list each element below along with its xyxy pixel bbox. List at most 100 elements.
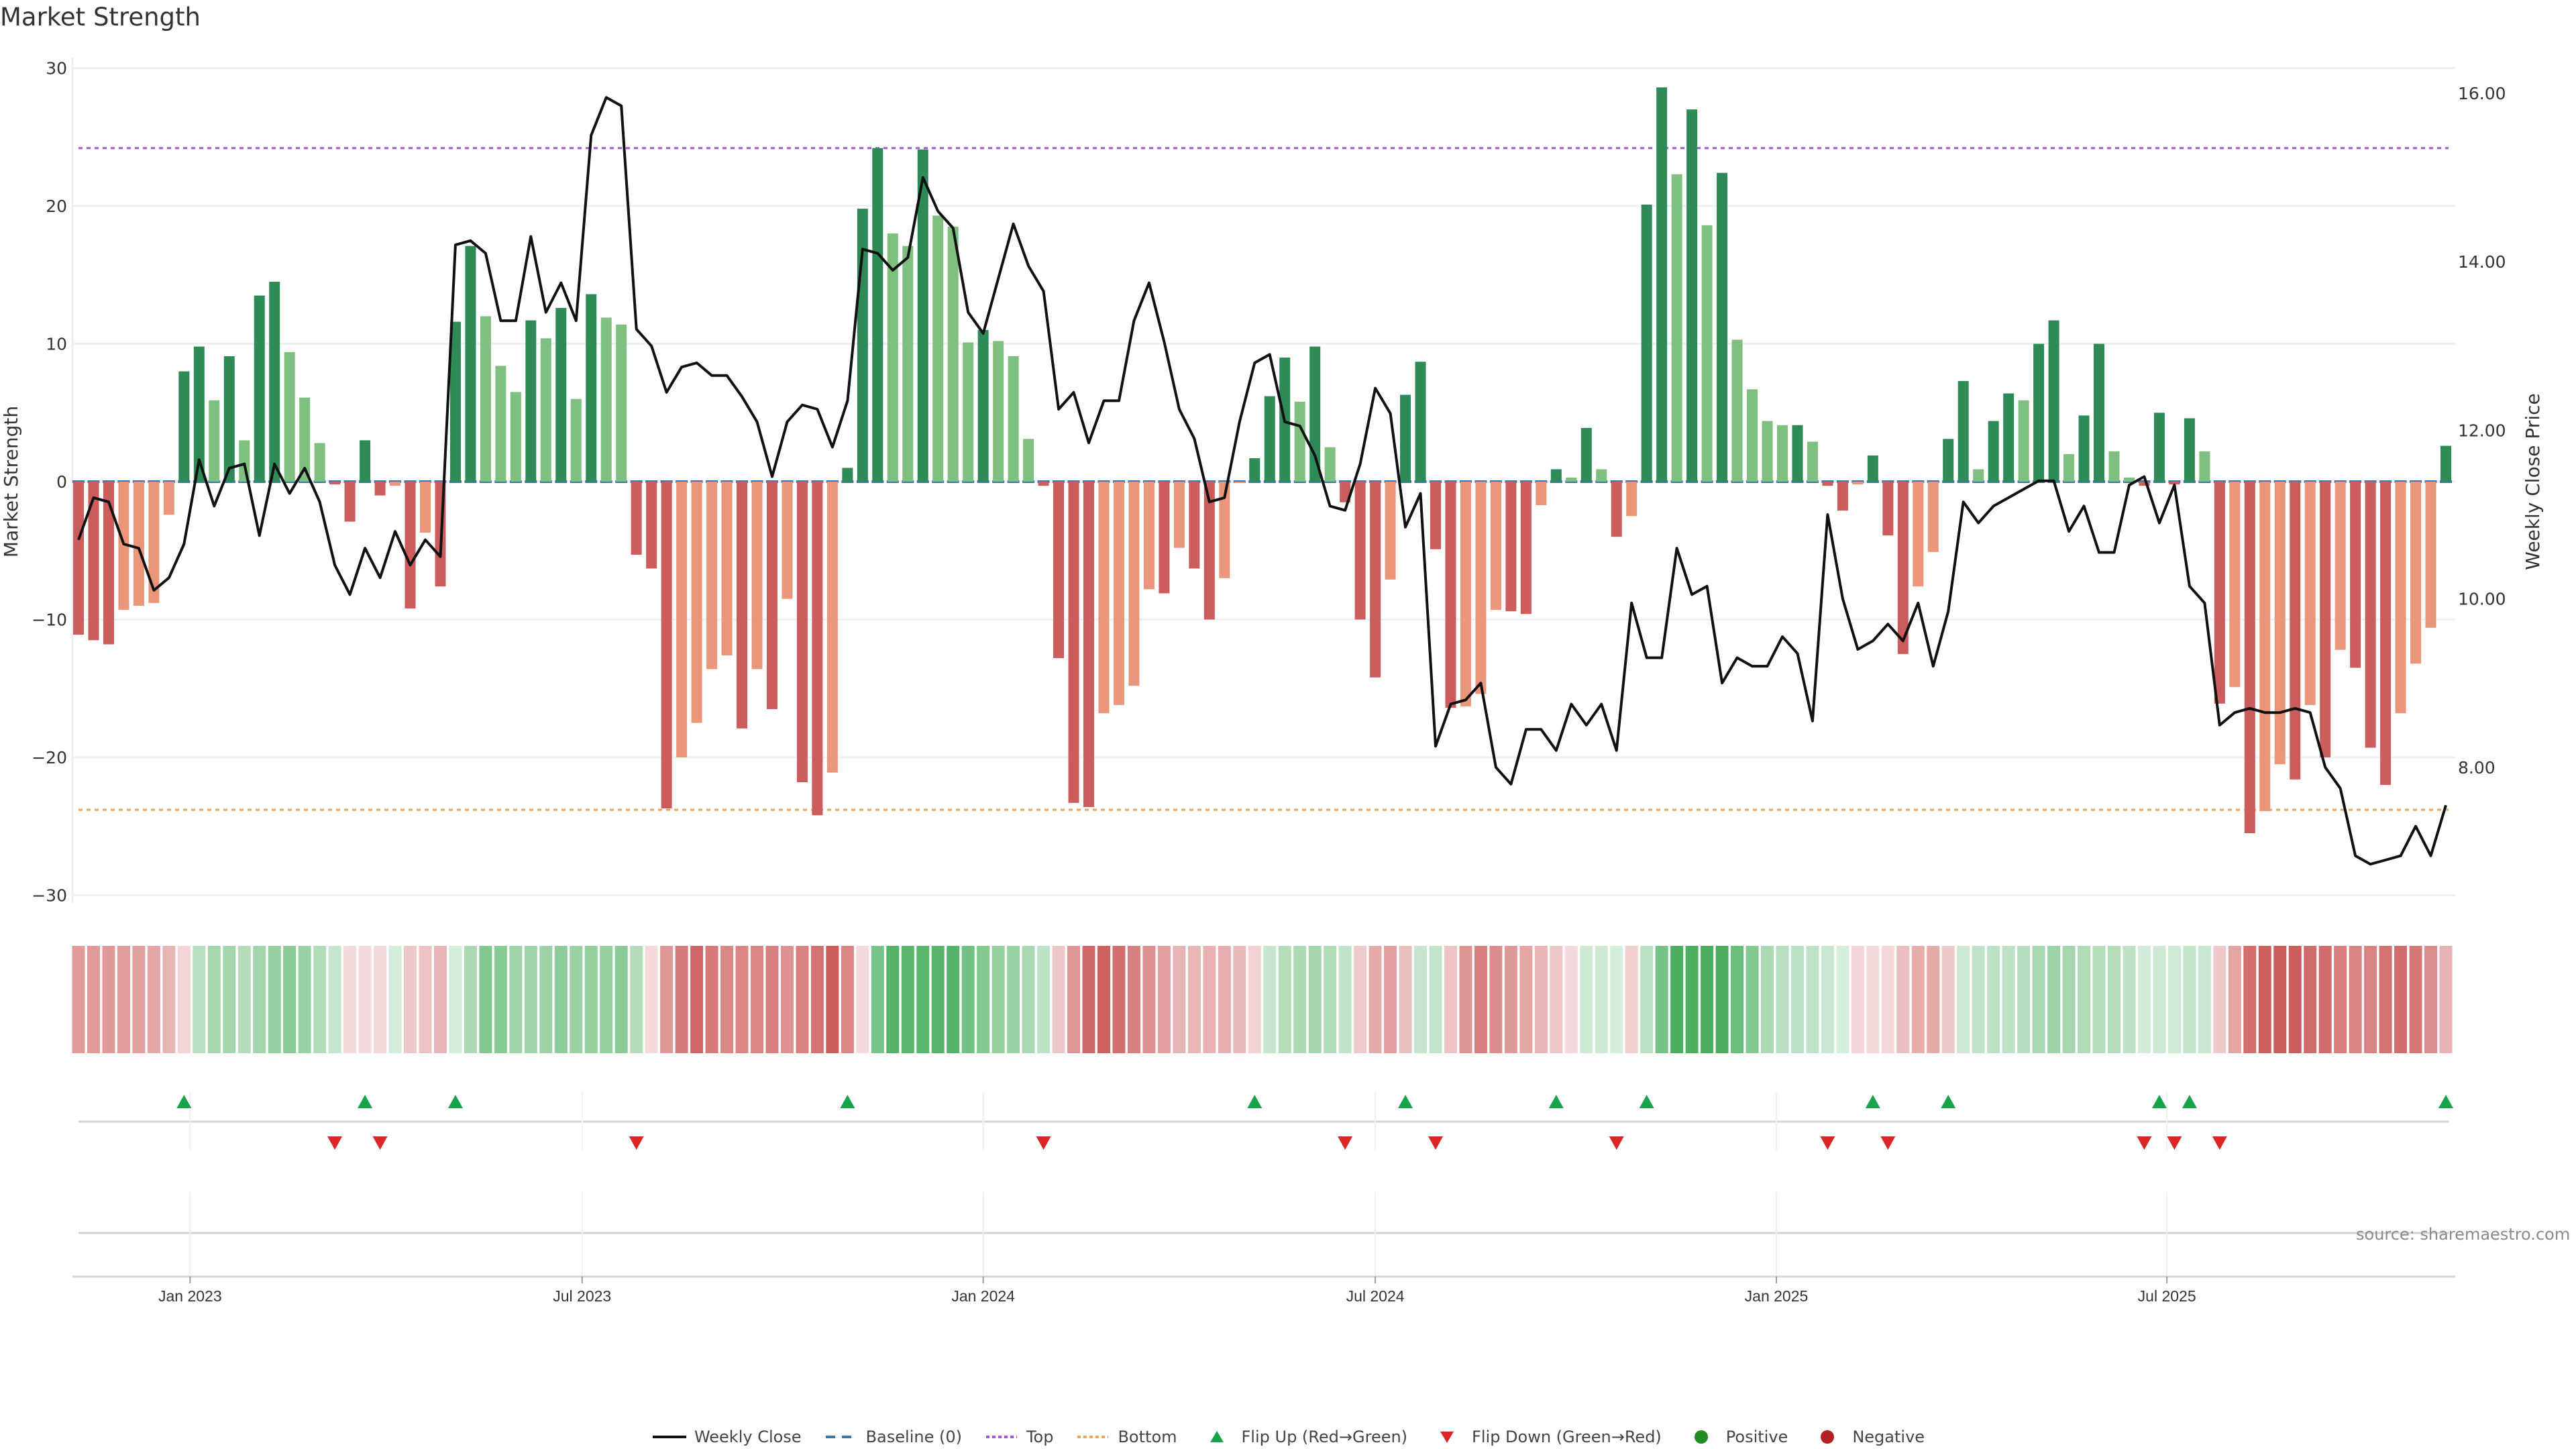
heatmap-cell xyxy=(2228,946,2241,1053)
strength-bar xyxy=(1611,482,1622,537)
legend-item-flip-down[interactable]: Flip Down (Green→Red) xyxy=(1429,1428,1662,1446)
heatmap-cell xyxy=(1354,946,1367,1053)
heatmap-cell xyxy=(1731,946,1744,1053)
heatmap-cell xyxy=(2062,946,2076,1053)
heatmap-cell xyxy=(1957,946,1970,1053)
strength-bar xyxy=(163,482,174,515)
x-tick-label: Jul 2025 xyxy=(2138,1287,2196,1305)
strength-bar xyxy=(178,371,190,482)
strength-bar xyxy=(1385,482,1396,580)
strength-bar xyxy=(2063,453,2075,482)
x-tick-label: Jan 2024 xyxy=(951,1287,1015,1305)
heatmap-cell xyxy=(1007,946,1020,1053)
strength-bar xyxy=(1415,362,1426,482)
legend-item-top[interactable]: Top xyxy=(983,1428,1054,1446)
strength-bar xyxy=(2078,415,2090,482)
weekly-close-line xyxy=(77,96,2447,866)
heatmap-cell xyxy=(1625,946,1638,1053)
heatmap-cell xyxy=(1444,946,1457,1053)
heatmap-cell xyxy=(1866,946,1880,1053)
legend-item-flip-up[interactable]: Flip Up (Red→Green) xyxy=(1199,1428,1407,1446)
strength-bar xyxy=(1234,482,1245,484)
strength-bar xyxy=(1340,482,1351,502)
chart-title: Market Strength xyxy=(0,3,201,32)
flip-up-marker xyxy=(2182,1095,2197,1108)
legend-item-positive[interactable]: Positive xyxy=(1683,1428,1788,1446)
strength-bar xyxy=(721,482,733,655)
heatmap-cell xyxy=(433,946,447,1053)
legend-label: Top xyxy=(1026,1428,1054,1446)
flip-down-marker xyxy=(2167,1136,2182,1150)
strength-bar xyxy=(1159,482,1170,594)
heatmap-cell xyxy=(147,946,160,1053)
strength-bar xyxy=(1626,482,1638,517)
strength-bar xyxy=(1897,482,1909,654)
y2-tick-label: 12.00 xyxy=(2458,421,2506,440)
strength-bar xyxy=(88,482,99,641)
heatmap-cell xyxy=(1790,946,1804,1053)
strength-bar xyxy=(223,356,235,482)
strength-bar xyxy=(586,294,597,482)
heatmap-cell xyxy=(570,946,583,1053)
legend-item-bottom[interactable]: Bottom xyxy=(1075,1428,1177,1446)
strength-bar xyxy=(2169,482,2180,485)
strength-bar xyxy=(419,482,431,533)
heatmap-cell xyxy=(2349,946,2362,1053)
flip-down-marker xyxy=(2212,1136,2227,1150)
strength-bar xyxy=(2108,451,2120,482)
legend-item-line[interactable]: Weekly Close xyxy=(651,1428,802,1446)
heatmap-cell xyxy=(720,946,734,1053)
heatmap-cell xyxy=(1112,946,1126,1053)
strength-bar xyxy=(766,482,777,710)
heatmap-cell xyxy=(193,946,206,1053)
heatmap-cell xyxy=(1173,946,1186,1053)
strength-bar xyxy=(2018,400,2029,482)
positive-icon xyxy=(1694,1430,1708,1444)
heatmap-cell xyxy=(1972,946,1985,1053)
heatmap-cell xyxy=(374,946,387,1053)
heatmap-cell xyxy=(132,946,146,1053)
strength-bar xyxy=(1219,482,1230,578)
strength-bar xyxy=(600,317,612,482)
strength-bar xyxy=(706,482,718,669)
strength-bar xyxy=(1762,421,1773,482)
heatmap-cell xyxy=(645,946,658,1053)
legend-item-baseline[interactable]: Baseline (0) xyxy=(823,1428,962,1446)
heatmap-cell xyxy=(1927,946,1940,1053)
heatmap-cell xyxy=(1821,946,1834,1053)
heatmap-cell xyxy=(2364,946,2377,1053)
strength-bar xyxy=(737,482,748,729)
heatmap-cell xyxy=(841,946,854,1053)
heatmap-cell xyxy=(931,946,945,1053)
heatmap-cell xyxy=(2409,946,2422,1053)
heatmap-cell xyxy=(1564,946,1578,1053)
strength-bar xyxy=(1988,421,1999,482)
strength-bar xyxy=(2244,482,2255,834)
heatmap-cell xyxy=(2047,946,2061,1053)
heatmap-cell xyxy=(1293,946,1307,1053)
heatmap-strip xyxy=(72,946,2453,1053)
strength-bar xyxy=(465,246,476,482)
strength-bar xyxy=(1686,109,1698,482)
strength-bar xyxy=(1671,174,1682,482)
strength-bar xyxy=(1550,469,1562,482)
strength-bar xyxy=(947,226,959,482)
flip-down-marker xyxy=(1820,1136,1835,1150)
legend-label: Negative xyxy=(1852,1428,1925,1446)
heatmap-cell xyxy=(1881,946,1894,1053)
legend-item-negative[interactable]: Negative xyxy=(1809,1428,1925,1446)
heatmap-cell xyxy=(1746,946,1759,1053)
heatmap-cell xyxy=(1534,946,1548,1053)
strength-bar xyxy=(963,342,974,482)
heatmap-cell xyxy=(283,946,297,1053)
strength-bar xyxy=(1792,425,1803,482)
flip-up-marker xyxy=(447,1095,463,1108)
legend: Weekly Close Baseline (0) Top Bottom Flip Up… xyxy=(0,1428,2576,1446)
heatmap-cell xyxy=(2137,946,2151,1053)
flip-down-marker xyxy=(327,1136,343,1150)
heatmap-cell xyxy=(1218,946,1231,1053)
strength-bar xyxy=(133,482,144,606)
strength-bar xyxy=(1505,482,1517,612)
heatmap-cell xyxy=(1157,946,1171,1053)
strength-bar xyxy=(1852,482,1864,485)
